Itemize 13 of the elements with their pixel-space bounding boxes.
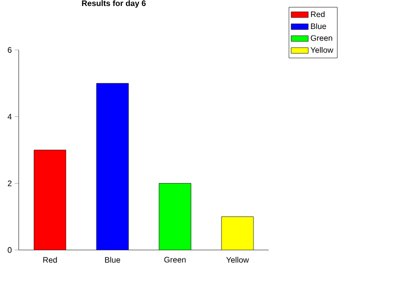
x-tick-label: Green bbox=[164, 256, 186, 263]
chart-title: Results for day 6 bbox=[82, 0, 146, 8]
legend-label: Yellow bbox=[310, 46, 334, 53]
y-tick-label: 4 bbox=[8, 114, 12, 120]
y-tick-label: 2 bbox=[8, 180, 12, 186]
legend-label: Blue bbox=[311, 23, 326, 30]
x-tick-label: Red bbox=[43, 256, 57, 263]
legend-label: Red bbox=[311, 11, 325, 18]
y-tick-label: 6 bbox=[8, 47, 12, 53]
x-tick-label: Blue bbox=[105, 256, 120, 263]
legend-label: Green bbox=[310, 35, 332, 41]
y-tick-label: 0 bbox=[8, 247, 12, 253]
x-tick-label: Yellow bbox=[226, 256, 249, 263]
